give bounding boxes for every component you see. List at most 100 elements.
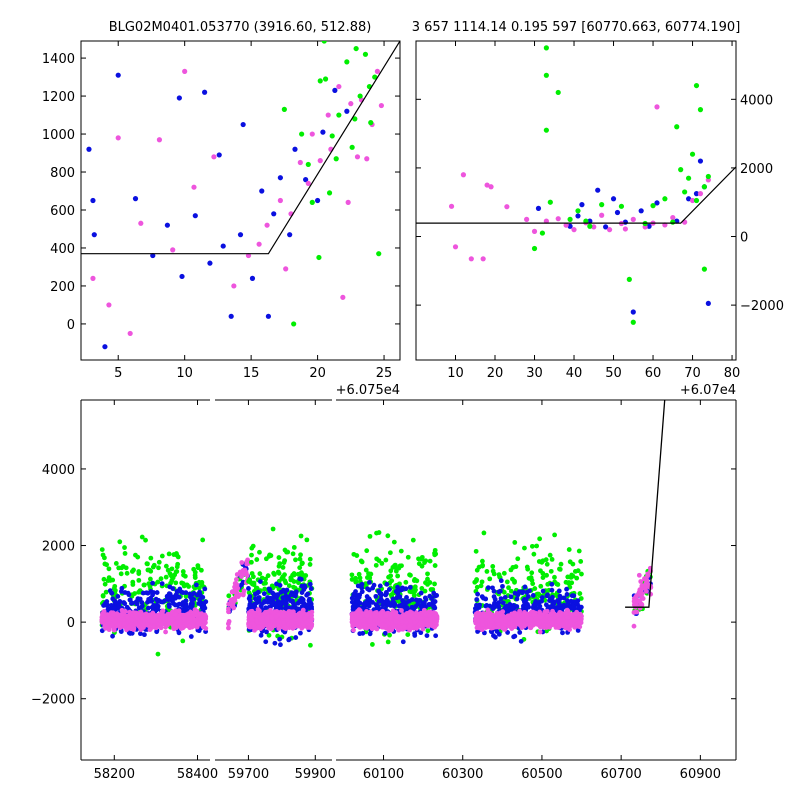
data-point-magenta <box>191 184 197 190</box>
data-point-green <box>163 574 169 580</box>
data-point-magenta <box>160 608 166 614</box>
data-point-magenta <box>357 614 363 620</box>
data-point-green <box>291 545 297 550</box>
data-point-blue <box>575 213 581 219</box>
data-point-green <box>284 549 289 555</box>
data-point-magenta <box>256 241 262 247</box>
data-point-blue <box>705 300 711 307</box>
x-tick-label: 50 <box>605 366 622 381</box>
data-point-green <box>372 74 378 80</box>
data-point-green <box>423 580 428 586</box>
plot-frame <box>80 40 401 361</box>
data-point-blue <box>273 603 279 609</box>
data-point-magenta <box>403 616 409 621</box>
x-tick-label: 60 <box>645 366 662 381</box>
data-point-magenta <box>364 613 370 619</box>
data-point-green <box>397 563 403 569</box>
data-point-green <box>263 556 269 562</box>
data-point-green <box>490 568 496 574</box>
data-point-blue <box>197 592 203 598</box>
data-point-green <box>583 218 589 224</box>
data-point-green <box>419 585 425 591</box>
data-point-green <box>506 585 511 591</box>
data-point-magenta <box>591 224 597 230</box>
axis-segment: 59700 59900 <box>215 399 336 782</box>
data-point-blue <box>314 197 321 204</box>
data-point-green <box>693 82 700 89</box>
data-point-blue <box>159 599 165 605</box>
data-point-green <box>130 579 136 585</box>
data-point-blue <box>202 605 208 611</box>
data-point-green <box>579 571 584 577</box>
data-point-green <box>156 559 162 565</box>
data-point-blue <box>299 590 305 595</box>
data-point-blue <box>383 590 389 595</box>
data-point-blue <box>395 588 401 594</box>
data-point-green <box>555 582 561 587</box>
data-point-green <box>333 156 339 162</box>
data-point-magenta <box>162 615 167 620</box>
y-tick-label: 1200 <box>42 90 75 105</box>
data-point-blue <box>356 594 362 600</box>
data-point-magenta <box>226 625 231 631</box>
data-point-magenta <box>480 256 486 262</box>
data-point-magenta <box>118 614 124 619</box>
data-point-green <box>512 579 517 585</box>
data-point-green <box>574 575 580 581</box>
data-point-blue <box>523 597 529 603</box>
data-point-green <box>385 533 391 539</box>
data-point-blue <box>256 597 262 603</box>
data-point-green <box>158 576 164 582</box>
data-point-blue <box>299 596 305 601</box>
y-tick-label: 1000 <box>42 128 75 143</box>
data-point-green <box>544 572 549 578</box>
data-point-green <box>250 543 256 549</box>
data-point-magenta <box>152 614 158 620</box>
data-point-green <box>163 563 169 569</box>
data-point-magenta <box>374 68 381 74</box>
data-point-magenta <box>244 561 250 567</box>
data-point-green <box>271 570 277 576</box>
x-tick-label: 10 <box>176 366 193 381</box>
data-point-green <box>427 558 433 564</box>
data-point-green <box>196 585 202 591</box>
data-point-magenta <box>163 624 169 630</box>
data-point-green <box>566 547 572 552</box>
data-point-blue <box>544 593 550 599</box>
data-point-green <box>159 553 165 559</box>
data-point-green <box>558 561 564 567</box>
data-point-green <box>515 556 521 562</box>
data-point-magenta <box>268 624 274 630</box>
data-point-magenta <box>394 614 400 620</box>
data-point-green <box>265 573 271 579</box>
data-point-magenta <box>427 609 433 615</box>
data-point-green <box>299 561 305 567</box>
data-point-blue <box>550 594 555 600</box>
data-point-green <box>295 571 301 577</box>
data-point-blue <box>518 638 524 644</box>
data-point-blue <box>359 589 365 595</box>
data-point-green <box>587 223 593 229</box>
data-point-blue <box>540 588 546 594</box>
data-point-blue <box>409 597 415 602</box>
data-point-green <box>547 199 553 205</box>
data-point-blue <box>610 196 617 202</box>
data-point-green <box>531 245 538 252</box>
data-point-blue <box>373 593 379 599</box>
data-point-green <box>578 559 584 564</box>
data-point-magenta <box>197 611 203 617</box>
data-point-blue <box>167 584 173 590</box>
data-point-green <box>281 560 287 565</box>
data-point-magenta <box>468 256 474 262</box>
data-point-green <box>369 642 375 647</box>
data-point-magenta <box>364 156 370 162</box>
data-point-magenta <box>241 588 247 594</box>
data-point-magenta <box>255 624 261 630</box>
data-point-blue <box>90 197 96 204</box>
data-point-blue <box>122 590 128 595</box>
title-right: 3 657 1114.14 0.195 597 [60770.663, 6077… <box>412 20 741 35</box>
data-point-blue <box>178 589 184 595</box>
data-point-blue <box>297 576 303 582</box>
data-point-blue <box>564 586 569 592</box>
data-point-green <box>336 112 342 118</box>
